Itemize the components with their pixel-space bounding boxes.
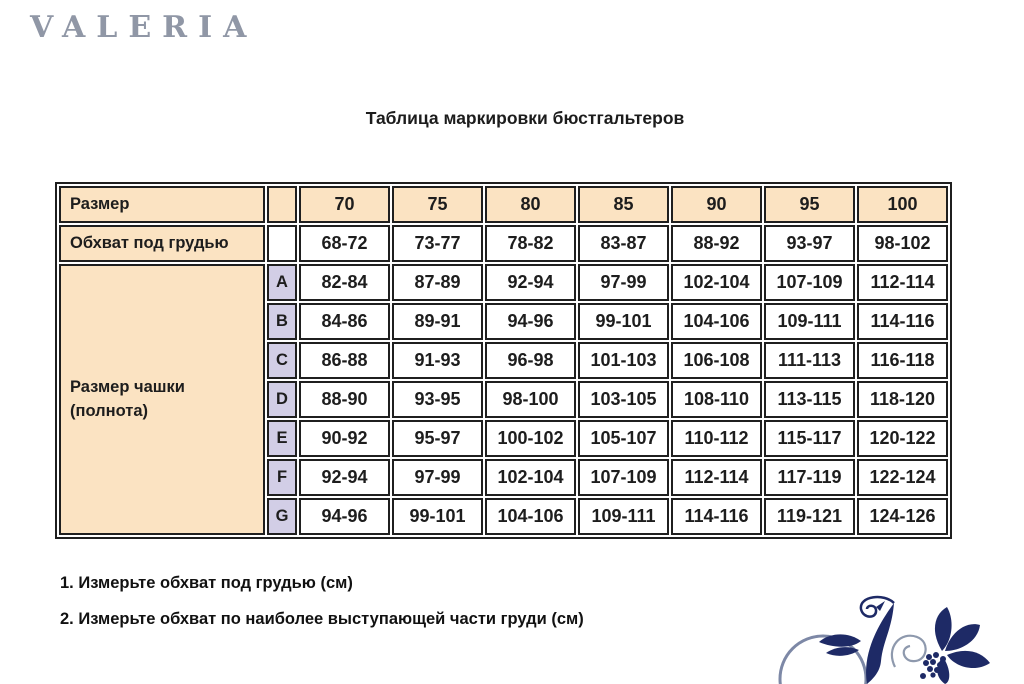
cell-value: 68-72 (299, 225, 390, 262)
cell-value: 91-93 (392, 342, 483, 379)
cup-letter: C (267, 342, 297, 379)
column-header: 95 (764, 186, 855, 223)
cell-value: 117-119 (764, 459, 855, 496)
cell-value: 101-103 (578, 342, 669, 379)
cell-value: 111-113 (764, 342, 855, 379)
cell-value: 112-114 (671, 459, 762, 496)
cell-value: 89-91 (392, 303, 483, 340)
corner-cell (267, 225, 297, 262)
cell-value: 93-97 (764, 225, 855, 262)
cup-size-label-line1: Размер чашки (70, 378, 185, 397)
cup-letter: B (267, 303, 297, 340)
cup-letter: G (267, 498, 297, 535)
cell-value: 108-110 (671, 381, 762, 418)
floral-ornament-icon (778, 595, 990, 684)
cup-letter: A (267, 264, 297, 301)
cell-value: 115-117 (764, 420, 855, 457)
underbust-label: Обхват под грудью (59, 225, 265, 262)
corner-cell (267, 186, 297, 223)
cup-letter: F (267, 459, 297, 496)
cup-row: B 84-86 89-91 94-96 99-101 104-106 109-111 114-… (59, 303, 948, 340)
cell-value: 107-109 (764, 264, 855, 301)
cell-value: 105-107 (578, 420, 669, 457)
cup-row: Размер чашки (полнота) A 82-84 87-89 92-94 97-… (59, 264, 948, 535)
underbust-row: Обхват под грудью 68-72 73-77 78-82 83-8… (59, 225, 948, 262)
cell-value: 90-92 (299, 420, 390, 457)
page-title: Таблица маркировки бюстгальтеров (365, 108, 685, 128)
column-header: 70 (299, 186, 390, 223)
cell-value: 88-92 (671, 225, 762, 262)
cup-row: D 88-90 93-95 98-100 103-105 108-110 113-115 11… (59, 381, 948, 418)
cell-value: 95-97 (392, 420, 483, 457)
cell-value: 113-115 (764, 381, 855, 418)
cell-value: 99-101 (392, 498, 483, 535)
cell-value: 104-106 (485, 498, 576, 535)
cell-value: 78-82 (485, 225, 576, 262)
cell-value: 109-111 (764, 303, 855, 340)
cell-value: 124-126 (857, 498, 948, 535)
cell-value: 92-94 (485, 264, 576, 301)
cell-value: 97-99 (578, 264, 669, 301)
cell-value: 122-124 (857, 459, 948, 496)
cell-value: 110-112 (671, 420, 762, 457)
size-header-row: Размер 70 75 80 85 90 95 100 (59, 186, 948, 223)
cell-value: 116-118 (857, 342, 948, 379)
cell-value: 102-104 (485, 459, 576, 496)
column-header: 90 (671, 186, 762, 223)
cell-value: 73-77 (392, 225, 483, 262)
cell-value: 98-102 (857, 225, 948, 262)
cell-value: 112-114 (857, 264, 948, 301)
column-header: 75 (392, 186, 483, 223)
cell-value: 98-100 (485, 381, 576, 418)
cup-size-label: Размер чашки (полнота) (59, 264, 265, 535)
cell-value: 104-106 (671, 303, 762, 340)
cell-value: 96-98 (485, 342, 576, 379)
instructions-list: 1. Измерьте обхват под грудью (см) 2. Из… (60, 574, 584, 646)
cell-value: 118-120 (857, 381, 948, 418)
cell-value: 109-111 (578, 498, 669, 535)
cup-size-label-line2: (полнота) (70, 401, 148, 420)
cell-value: 120-122 (857, 420, 948, 457)
column-header: 100 (857, 186, 948, 223)
cell-value: 107-109 (578, 459, 669, 496)
column-header: 85 (578, 186, 669, 223)
cell-value: 84-86 (299, 303, 390, 340)
cup-row: E 90-92 95-97 100-102 105-107 110-112 115-117 1… (59, 420, 948, 457)
cell-value: 93-95 (392, 381, 483, 418)
instruction-item: 1. Измерьте обхват под грудью (см) (60, 574, 353, 592)
cell-value: 88-90 (299, 381, 390, 418)
cup-letter: E (267, 420, 297, 457)
cup-letter: D (267, 381, 297, 418)
cell-value: 94-96 (485, 303, 576, 340)
instruction-item: 2. Измерьте обхват по наиболее выступающ… (60, 610, 584, 628)
cell-value: 114-116 (671, 498, 762, 535)
cell-value: 83-87 (578, 225, 669, 262)
cell-value: 86-88 (299, 342, 390, 379)
size-label: Размер (59, 186, 265, 223)
size-table: Размер 70 75 80 85 90 95 100 Обхват под … (55, 182, 952, 539)
cell-value: 114-116 (857, 303, 948, 340)
cell-value: 119-121 (764, 498, 855, 535)
cup-row: F 92-94 97-99 102-104 107-109 112-114 117-119 1… (59, 459, 948, 496)
cell-value: 100-102 (485, 420, 576, 457)
cell-value: 92-94 (299, 459, 390, 496)
cell-value: 106-108 (671, 342, 762, 379)
cell-value: 103-105 (578, 381, 669, 418)
cell-value: 82-84 (299, 264, 390, 301)
cell-value: 94-96 (299, 498, 390, 535)
cell-value: 102-104 (671, 264, 762, 301)
cell-value: 97-99 (392, 459, 483, 496)
cell-value: 99-101 (578, 303, 669, 340)
cell-value: 87-89 (392, 264, 483, 301)
cup-row: C 86-88 91-93 96-98 101-103 106-108 111-113 116… (59, 342, 948, 379)
column-header: 80 (485, 186, 576, 223)
cup-row: G 94-96 99-101 104-106 109-111 114-116 119-121… (59, 498, 948, 535)
brand-logo: VALERIA (30, 10, 258, 45)
